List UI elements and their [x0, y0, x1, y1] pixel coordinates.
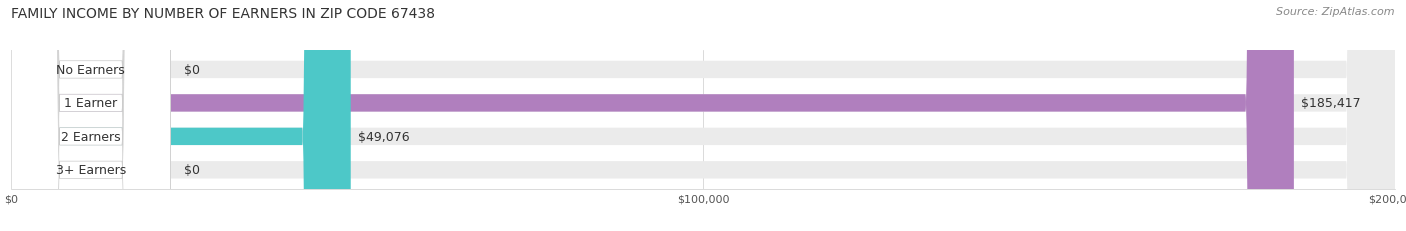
FancyBboxPatch shape — [11, 0, 1395, 231]
FancyBboxPatch shape — [11, 0, 34, 231]
FancyBboxPatch shape — [11, 0, 34, 231]
FancyBboxPatch shape — [11, 0, 170, 231]
Text: 1 Earner: 1 Earner — [65, 97, 117, 110]
Text: 2 Earners: 2 Earners — [60, 130, 121, 143]
FancyBboxPatch shape — [11, 0, 1395, 231]
Text: $185,417: $185,417 — [1301, 97, 1361, 110]
FancyBboxPatch shape — [11, 0, 170, 231]
Text: $0: $0 — [184, 64, 200, 77]
FancyBboxPatch shape — [11, 0, 1294, 231]
Text: Source: ZipAtlas.com: Source: ZipAtlas.com — [1277, 7, 1395, 17]
FancyBboxPatch shape — [11, 0, 350, 231]
Text: $0: $0 — [184, 164, 200, 176]
FancyBboxPatch shape — [11, 0, 1395, 231]
FancyBboxPatch shape — [11, 0, 170, 231]
FancyBboxPatch shape — [11, 0, 1395, 231]
Text: $49,076: $49,076 — [357, 130, 409, 143]
Text: No Earners: No Earners — [56, 64, 125, 77]
Text: FAMILY INCOME BY NUMBER OF EARNERS IN ZIP CODE 67438: FAMILY INCOME BY NUMBER OF EARNERS IN ZI… — [11, 7, 436, 21]
Text: 3+ Earners: 3+ Earners — [56, 164, 127, 176]
FancyBboxPatch shape — [11, 0, 170, 231]
